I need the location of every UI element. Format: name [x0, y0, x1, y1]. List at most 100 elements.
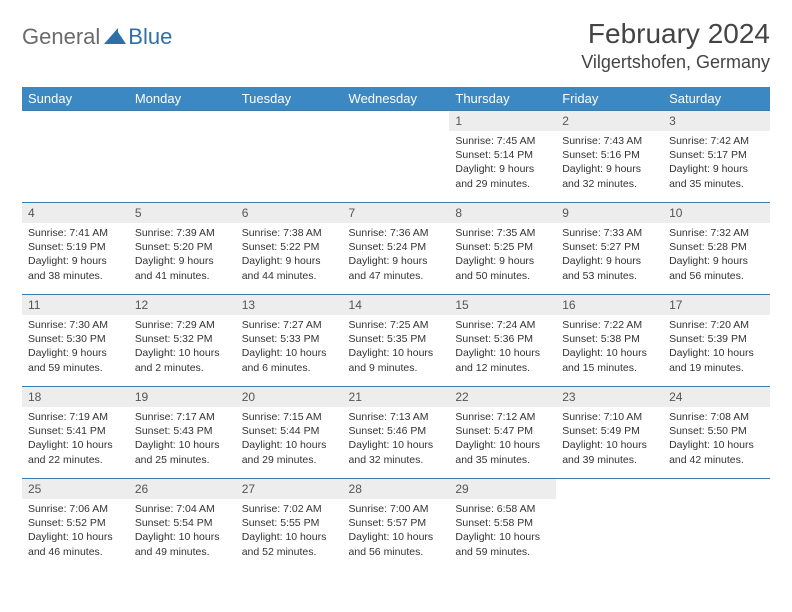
day-details: Sunrise: 7:39 AMSunset: 5:20 PMDaylight:… — [129, 223, 236, 287]
day-details: Sunrise: 7:19 AMSunset: 5:41 PMDaylight:… — [22, 407, 129, 471]
logo-text-general: General — [22, 24, 100, 50]
calendar-cell: 21Sunrise: 7:13 AMSunset: 5:46 PMDayligh… — [343, 387, 450, 479]
day-number: 3 — [663, 111, 770, 131]
day-number: 20 — [236, 387, 343, 407]
day-details: Sunrise: 7:32 AMSunset: 5:28 PMDaylight:… — [663, 223, 770, 287]
calendar-cell: 16Sunrise: 7:22 AMSunset: 5:38 PMDayligh… — [556, 295, 663, 387]
calendar-cell: 17Sunrise: 7:20 AMSunset: 5:39 PMDayligh… — [663, 295, 770, 387]
day-number: 13 — [236, 295, 343, 315]
calendar-cell: 28Sunrise: 7:00 AMSunset: 5:57 PMDayligh… — [343, 479, 450, 571]
header: General Blue February 2024 Vilgertshofen… — [22, 18, 770, 73]
day-details: Sunrise: 7:36 AMSunset: 5:24 PMDaylight:… — [343, 223, 450, 287]
day-number: 16 — [556, 295, 663, 315]
day-number: 10 — [663, 203, 770, 223]
calendar-cell: 5Sunrise: 7:39 AMSunset: 5:20 PMDaylight… — [129, 203, 236, 295]
calendar-cell: 2Sunrise: 7:43 AMSunset: 5:16 PMDaylight… — [556, 111, 663, 203]
calendar-body: ........1Sunrise: 7:45 AMSunset: 5:14 PM… — [22, 111, 770, 571]
day-number: 28 — [343, 479, 450, 499]
day-details: Sunrise: 7:13 AMSunset: 5:46 PMDaylight:… — [343, 407, 450, 471]
day-details: Sunrise: 7:22 AMSunset: 5:38 PMDaylight:… — [556, 315, 663, 379]
calendar-cell: 4Sunrise: 7:41 AMSunset: 5:19 PMDaylight… — [22, 203, 129, 295]
day-details: Sunrise: 7:10 AMSunset: 5:49 PMDaylight:… — [556, 407, 663, 471]
calendar-cell: 15Sunrise: 7:24 AMSunset: 5:36 PMDayligh… — [449, 295, 556, 387]
calendar-cell: 25Sunrise: 7:06 AMSunset: 5:52 PMDayligh… — [22, 479, 129, 571]
weekday-header: Saturday — [663, 87, 770, 111]
calendar-row: ........1Sunrise: 7:45 AMSunset: 5:14 PM… — [22, 111, 770, 203]
logo-text-blue: Blue — [128, 24, 172, 50]
day-details: Sunrise: 7:20 AMSunset: 5:39 PMDaylight:… — [663, 315, 770, 379]
calendar-cell: 6Sunrise: 7:38 AMSunset: 5:22 PMDaylight… — [236, 203, 343, 295]
day-number: 6 — [236, 203, 343, 223]
weekday-header: Sunday — [22, 87, 129, 111]
day-number: 24 — [663, 387, 770, 407]
day-details: Sunrise: 7:25 AMSunset: 5:35 PMDaylight:… — [343, 315, 450, 379]
weekday-header: Wednesday — [343, 87, 450, 111]
calendar-cell: .. — [22, 111, 129, 203]
calendar-cell: .. — [343, 111, 450, 203]
day-details: Sunrise: 7:38 AMSunset: 5:22 PMDaylight:… — [236, 223, 343, 287]
location: Vilgertshofen, Germany — [581, 52, 770, 73]
calendar-cell: 11Sunrise: 7:30 AMSunset: 5:30 PMDayligh… — [22, 295, 129, 387]
day-details: Sunrise: 7:02 AMSunset: 5:55 PMDaylight:… — [236, 499, 343, 563]
calendar-cell: 19Sunrise: 7:17 AMSunset: 5:43 PMDayligh… — [129, 387, 236, 479]
day-number: 15 — [449, 295, 556, 315]
calendar-row: 18Sunrise: 7:19 AMSunset: 5:41 PMDayligh… — [22, 387, 770, 479]
day-number: 14 — [343, 295, 450, 315]
calendar-cell: 12Sunrise: 7:29 AMSunset: 5:32 PMDayligh… — [129, 295, 236, 387]
calendar-cell: 14Sunrise: 7:25 AMSunset: 5:35 PMDayligh… — [343, 295, 450, 387]
day-number: 5 — [129, 203, 236, 223]
calendar-cell: 26Sunrise: 7:04 AMSunset: 5:54 PMDayligh… — [129, 479, 236, 571]
calendar-row: 4Sunrise: 7:41 AMSunset: 5:19 PMDaylight… — [22, 203, 770, 295]
calendar-cell: .. — [556, 479, 663, 571]
calendar-cell: .. — [663, 479, 770, 571]
day-number: 29 — [449, 479, 556, 499]
day-details: Sunrise: 7:30 AMSunset: 5:30 PMDaylight:… — [22, 315, 129, 379]
weekday-header: Friday — [556, 87, 663, 111]
day-details: Sunrise: 7:04 AMSunset: 5:54 PMDaylight:… — [129, 499, 236, 563]
day-details: Sunrise: 7:45 AMSunset: 5:14 PMDaylight:… — [449, 131, 556, 195]
day-number: 27 — [236, 479, 343, 499]
calendar-cell: 7Sunrise: 7:36 AMSunset: 5:24 PMDaylight… — [343, 203, 450, 295]
calendar-cell: 9Sunrise: 7:33 AMSunset: 5:27 PMDaylight… — [556, 203, 663, 295]
calendar-cell: 1Sunrise: 7:45 AMSunset: 5:14 PMDaylight… — [449, 111, 556, 203]
day-number: 23 — [556, 387, 663, 407]
calendar-cell: .. — [129, 111, 236, 203]
day-details: Sunrise: 7:12 AMSunset: 5:47 PMDaylight:… — [449, 407, 556, 471]
day-number: 22 — [449, 387, 556, 407]
day-details: Sunrise: 7:29 AMSunset: 5:32 PMDaylight:… — [129, 315, 236, 379]
day-details: Sunrise: 7:43 AMSunset: 5:16 PMDaylight:… — [556, 131, 663, 195]
day-number: 2 — [556, 111, 663, 131]
day-details: Sunrise: 7:41 AMSunset: 5:19 PMDaylight:… — [22, 223, 129, 287]
calendar-cell: .. — [236, 111, 343, 203]
calendar-table: SundayMondayTuesdayWednesdayThursdayFrid… — [22, 87, 770, 571]
day-number: 17 — [663, 295, 770, 315]
day-number: 7 — [343, 203, 450, 223]
calendar-cell: 29Sunrise: 6:58 AMSunset: 5:58 PMDayligh… — [449, 479, 556, 571]
calendar-cell: 24Sunrise: 7:08 AMSunset: 5:50 PMDayligh… — [663, 387, 770, 479]
day-details: Sunrise: 7:27 AMSunset: 5:33 PMDaylight:… — [236, 315, 343, 379]
day-number: 26 — [129, 479, 236, 499]
day-number: 4 — [22, 203, 129, 223]
day-number: 8 — [449, 203, 556, 223]
calendar-cell: 8Sunrise: 7:35 AMSunset: 5:25 PMDaylight… — [449, 203, 556, 295]
title-block: February 2024 Vilgertshofen, Germany — [581, 18, 770, 73]
calendar-cell: 3Sunrise: 7:42 AMSunset: 5:17 PMDaylight… — [663, 111, 770, 203]
day-number: 18 — [22, 387, 129, 407]
calendar-cell: 13Sunrise: 7:27 AMSunset: 5:33 PMDayligh… — [236, 295, 343, 387]
day-number: 21 — [343, 387, 450, 407]
day-details: Sunrise: 7:42 AMSunset: 5:17 PMDaylight:… — [663, 131, 770, 195]
day-number: 9 — [556, 203, 663, 223]
day-details: Sunrise: 7:17 AMSunset: 5:43 PMDaylight:… — [129, 407, 236, 471]
calendar-cell: 20Sunrise: 7:15 AMSunset: 5:44 PMDayligh… — [236, 387, 343, 479]
weekday-header-row: SundayMondayTuesdayWednesdayThursdayFrid… — [22, 87, 770, 111]
logo-triangle-icon — [104, 26, 126, 49]
day-details: Sunrise: 7:33 AMSunset: 5:27 PMDaylight:… — [556, 223, 663, 287]
day-details: Sunrise: 7:35 AMSunset: 5:25 PMDaylight:… — [449, 223, 556, 287]
day-details: Sunrise: 7:24 AMSunset: 5:36 PMDaylight:… — [449, 315, 556, 379]
day-details: Sunrise: 7:06 AMSunset: 5:52 PMDaylight:… — [22, 499, 129, 563]
calendar-row: 11Sunrise: 7:30 AMSunset: 5:30 PMDayligh… — [22, 295, 770, 387]
logo: General Blue — [22, 18, 172, 50]
day-details: Sunrise: 6:58 AMSunset: 5:58 PMDaylight:… — [449, 499, 556, 563]
day-details: Sunrise: 7:08 AMSunset: 5:50 PMDaylight:… — [663, 407, 770, 471]
weekday-header: Thursday — [449, 87, 556, 111]
